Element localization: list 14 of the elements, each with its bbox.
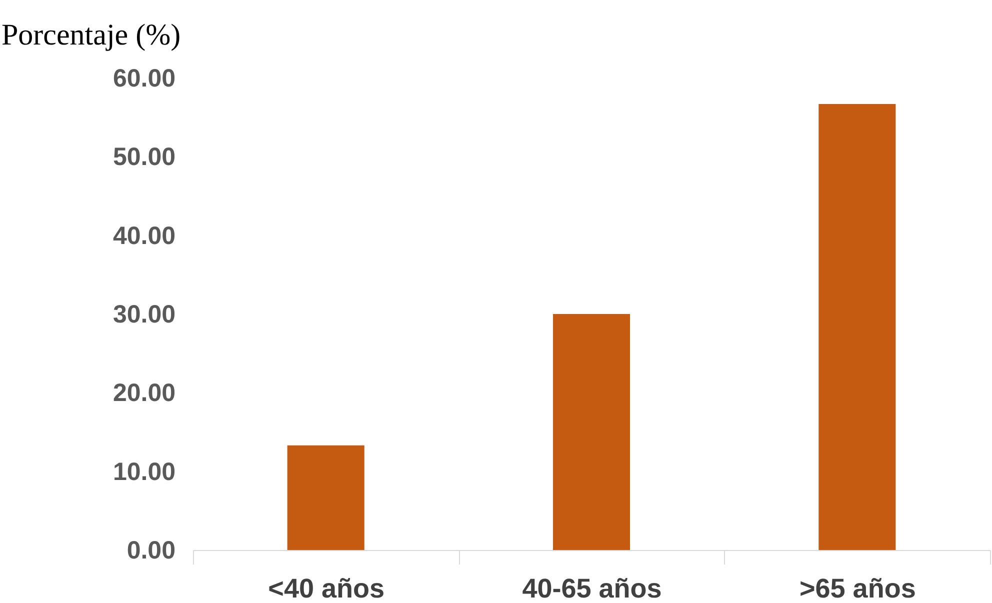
- y-tick-label: 50.00: [112, 143, 176, 172]
- y-tick-label: 10.00: [112, 458, 176, 486]
- x-tick-label: 40-65 años: [522, 574, 662, 603]
- y-tick-label: 30.00: [112, 300, 176, 328]
- y-tick-label: 0.00: [126, 536, 176, 564]
- y-tick-label: 20.00: [112, 379, 176, 408]
- x-tick-label: <40 años: [268, 574, 384, 603]
- x-tick-label: >65 años: [800, 574, 916, 603]
- y-tick-label: 40.00: [112, 222, 176, 250]
- bar: [287, 445, 364, 550]
- bar: [552, 314, 630, 550]
- bar: [818, 104, 896, 550]
- y-axis-title: Porcentaje (%): [2, 18, 181, 52]
- y-tick-label: 60.00: [112, 64, 176, 92]
